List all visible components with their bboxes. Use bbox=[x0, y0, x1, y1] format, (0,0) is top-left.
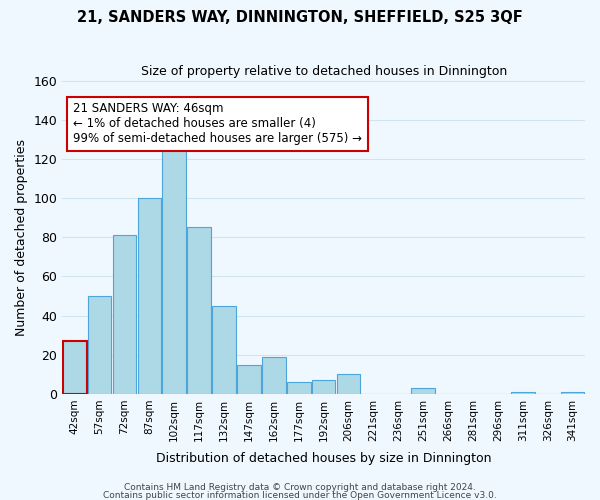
Text: Contains public sector information licensed under the Open Government Licence v3: Contains public sector information licen… bbox=[103, 490, 497, 500]
Bar bbox=[412, 388, 435, 394]
Bar bbox=[88, 296, 112, 394]
Text: Contains HM Land Registry data © Crown copyright and database right 2024.: Contains HM Land Registry data © Crown c… bbox=[124, 483, 476, 492]
Bar bbox=[511, 392, 535, 394]
Bar bbox=[137, 198, 161, 394]
Bar bbox=[237, 364, 261, 394]
Bar bbox=[337, 374, 361, 394]
X-axis label: Distribution of detached houses by size in Dinnington: Distribution of detached houses by size … bbox=[156, 452, 491, 465]
Bar bbox=[63, 341, 86, 394]
Bar bbox=[113, 236, 136, 394]
Bar bbox=[163, 140, 186, 394]
Bar bbox=[312, 380, 335, 394]
Y-axis label: Number of detached properties: Number of detached properties bbox=[15, 138, 28, 336]
Bar bbox=[287, 382, 311, 394]
Title: Size of property relative to detached houses in Dinnington: Size of property relative to detached ho… bbox=[140, 65, 507, 78]
Text: 21 SANDERS WAY: 46sqm
← 1% of detached houses are smaller (4)
99% of semi-detach: 21 SANDERS WAY: 46sqm ← 1% of detached h… bbox=[73, 102, 362, 146]
Bar bbox=[187, 228, 211, 394]
Bar bbox=[212, 306, 236, 394]
Bar bbox=[561, 392, 584, 394]
Text: 21, SANDERS WAY, DINNINGTON, SHEFFIELD, S25 3QF: 21, SANDERS WAY, DINNINGTON, SHEFFIELD, … bbox=[77, 10, 523, 25]
Bar bbox=[262, 356, 286, 394]
